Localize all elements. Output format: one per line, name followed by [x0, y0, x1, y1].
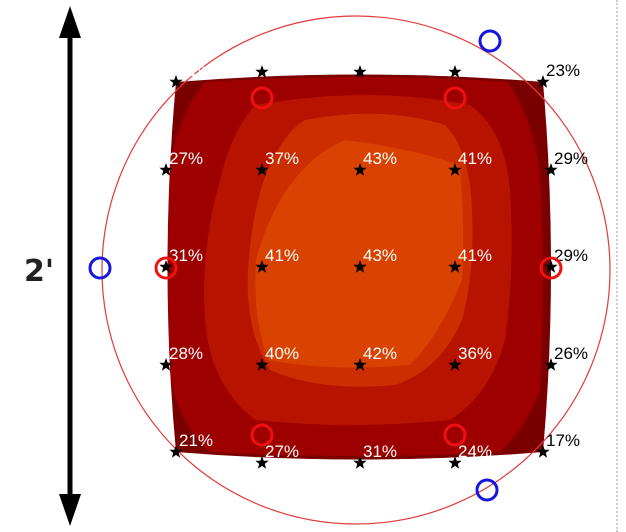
measurement-value: 33%	[363, 51, 397, 70]
measurement-value: 42%	[363, 344, 397, 363]
red-marker-bottom-left	[250, 423, 274, 447]
measurement-value: 41%	[458, 149, 492, 168]
red-marker-top-right	[443, 86, 467, 110]
page-edge-divider	[616, 0, 618, 532]
measurement-value: 27%	[169, 149, 203, 168]
blue-marker-top	[478, 29, 502, 53]
contour-band-inner	[255, 140, 464, 368]
measurement-value: 41%	[458, 246, 492, 265]
red-marker-left	[154, 256, 178, 280]
red-marker-right	[539, 256, 563, 280]
measurement-star	[544, 358, 558, 371]
measurement-value: 43%	[363, 149, 397, 168]
measurement-value: 40%	[265, 344, 299, 363]
measurement-star	[169, 75, 183, 88]
measurement-value: 26%	[554, 344, 588, 363]
red-marker-bottom-right	[443, 423, 467, 447]
measurement-value: 41%	[265, 246, 299, 265]
red-marker-top-left	[250, 86, 274, 110]
measurement-star	[448, 358, 462, 371]
measurement-star	[159, 358, 173, 371]
measurement-star	[448, 260, 462, 273]
measurement-star	[353, 456, 367, 469]
measurement-value: 31%	[363, 442, 397, 461]
measurement-star	[448, 65, 462, 78]
scale-arrow	[59, 6, 81, 526]
measurement-value: 28%	[265, 51, 299, 70]
measurement-star	[536, 445, 550, 458]
measurement-value: 23%	[546, 61, 580, 80]
measurement-value: 29%	[554, 246, 588, 265]
red-markers	[154, 86, 563, 447]
measurement-star	[353, 358, 367, 371]
measurement-star	[159, 163, 173, 176]
measurement-value: 43%	[363, 246, 397, 265]
measurement-star	[255, 456, 269, 469]
measurement-value: 31%	[169, 246, 203, 265]
measurement-value: 28%	[169, 344, 203, 363]
measurement-star	[169, 445, 183, 458]
blue-marker-bottom	[475, 478, 499, 502]
measurement-value: 21%	[179, 61, 213, 80]
measurement-star	[255, 163, 269, 176]
measurement-star	[255, 260, 269, 273]
measurement-star	[536, 75, 550, 88]
measurement-grid: 21% 28% 33% 29% 23% 27% 37% 43% 41% 29% 31% 41% 43% 4…	[159, 51, 588, 469]
measurement-star	[544, 163, 558, 176]
measurement-star	[353, 260, 367, 273]
measurement-star	[544, 260, 558, 273]
measurement-star	[353, 163, 367, 176]
measurement-value: 29%	[554, 149, 588, 168]
boundary-circle	[101, 15, 611, 525]
measurement-star	[255, 358, 269, 371]
measurement-star	[255, 65, 269, 78]
measurement-star	[448, 456, 462, 469]
blue-marker-left	[88, 256, 112, 280]
measurement-value: 37%	[265, 149, 299, 168]
measurement-star	[448, 163, 462, 176]
blue-markers	[88, 29, 502, 502]
measurement-value: 27%	[265, 442, 299, 461]
measurement-star	[353, 65, 367, 78]
measurement-value: 36%	[458, 344, 492, 363]
measurement-value: 17%	[546, 431, 580, 450]
scale-label: 2'	[24, 254, 54, 289]
measurement-value: 24%	[458, 442, 492, 461]
measurement-value: 29%	[458, 51, 492, 70]
measurement-star	[159, 260, 173, 273]
measurement-value: 21%	[179, 431, 213, 450]
